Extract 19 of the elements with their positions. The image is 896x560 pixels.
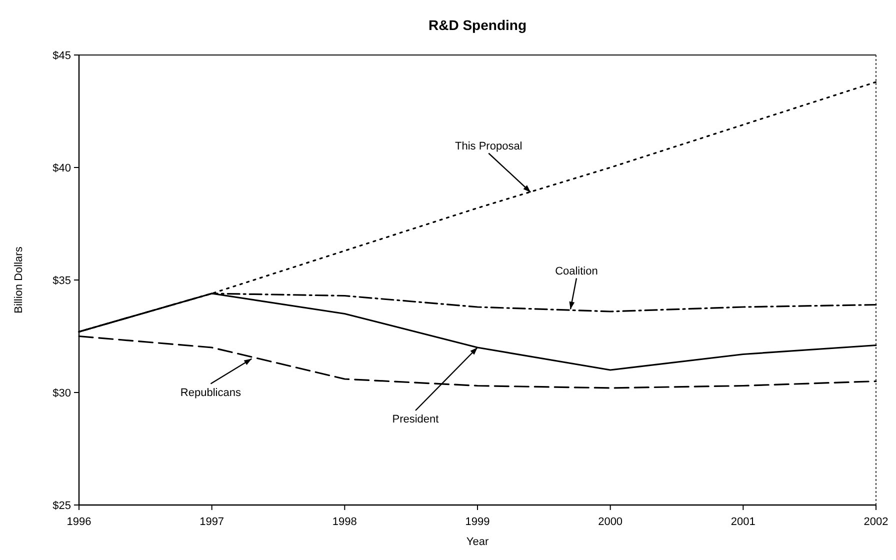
x-tick-label: 1996 bbox=[66, 516, 92, 528]
x-tick-label: 1999 bbox=[465, 516, 490, 528]
x-tick-label: 2001 bbox=[730, 516, 756, 528]
x-tick-label: 1997 bbox=[200, 516, 224, 528]
annotation: Coalition bbox=[555, 265, 598, 278]
y-tick-label: $35 bbox=[52, 274, 71, 287]
y-tick-label: $40 bbox=[52, 162, 71, 174]
annotation: This Proposal bbox=[455, 140, 522, 152]
y-axis-title: Billion Dollars bbox=[13, 246, 25, 314]
x-tick-label: 2002 bbox=[864, 516, 888, 528]
chart-title: R&D Spending bbox=[428, 17, 526, 33]
annotation: President bbox=[392, 414, 439, 426]
x-tick-label: 1998 bbox=[332, 516, 357, 528]
y-tick-label: $30 bbox=[52, 387, 71, 400]
x-axis-title: Year bbox=[466, 536, 489, 548]
x-tick-label: 2000 bbox=[598, 516, 623, 528]
annotation: Republicans bbox=[180, 386, 242, 399]
y-tick-label: $45 bbox=[52, 50, 71, 62]
y-tick-label: $25 bbox=[52, 500, 71, 512]
